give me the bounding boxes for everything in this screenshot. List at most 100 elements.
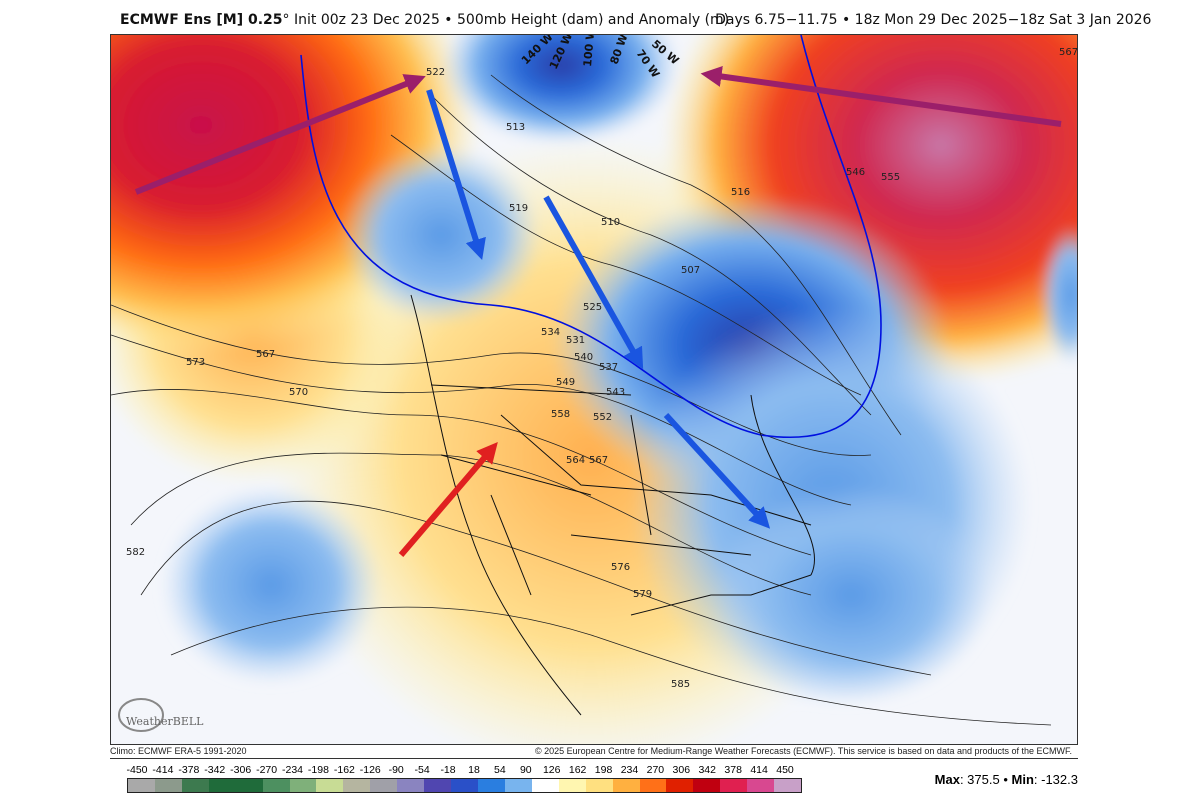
colorbar-tick-label: 198 bbox=[594, 764, 613, 776]
colorbar-tick-label: 90 bbox=[519, 764, 532, 776]
min-label: Min bbox=[1011, 772, 1034, 787]
map-title: ECMWF Ens [M] 0.25° Init 00z 23 Dec 2025… bbox=[120, 12, 1151, 28]
contour-label: 522 bbox=[426, 67, 445, 78]
colorbar-bin bbox=[774, 779, 802, 792]
contour-labels: 573 567 570 582 585 579 576 564 567 558 … bbox=[126, 47, 1078, 690]
ridge-arrow-west bbox=[134, 74, 426, 195]
trough-arrow-3 bbox=[663, 412, 771, 529]
colorbar-tick-label: 126 bbox=[542, 764, 561, 776]
contour-label: 531 bbox=[566, 335, 585, 346]
map-svg: 140 W 120 W 100 W 80 W 70 W 50 W 573 567… bbox=[111, 35, 1078, 744]
colorbar-bin bbox=[316, 779, 344, 792]
colorbar-bin bbox=[289, 779, 317, 792]
valid-period: Days 6.75−11.75 • 18z Mon 29 Dec 2025−18… bbox=[715, 12, 1152, 28]
contour-label: 573 bbox=[186, 357, 205, 368]
colorbar-tick-label: 342 bbox=[698, 764, 716, 776]
colorbar-tick-label: -234 bbox=[282, 764, 304, 776]
colorbar-bin bbox=[208, 779, 236, 792]
colorbar-bin bbox=[747, 779, 775, 792]
contour-label: 567 bbox=[1059, 47, 1078, 58]
contour-label: 567 bbox=[256, 349, 275, 360]
contour-label: 510 bbox=[601, 217, 620, 228]
colorbar-tick-label: -198 bbox=[307, 764, 329, 776]
colorbar-bin bbox=[477, 779, 505, 792]
anomaly-shading bbox=[111, 35, 1077, 744]
colorbar-tick-label: -54 bbox=[414, 764, 430, 776]
colorbar-bin bbox=[424, 779, 452, 792]
colorbar-bin bbox=[558, 779, 586, 792]
contour-label: 534 bbox=[541, 327, 560, 338]
colorbar-bin bbox=[128, 779, 155, 792]
colorbar-tick-label: -306 bbox=[230, 764, 252, 776]
climo-note: Climo: ECMWF ERA-5 1991-2020 bbox=[110, 746, 247, 756]
contour-label: 516 bbox=[731, 187, 750, 198]
colorbar-tick-label: 18 bbox=[468, 764, 480, 776]
contour-label: 525 bbox=[583, 302, 602, 313]
contour-label: 543 bbox=[606, 387, 625, 398]
coastlines-and-borders bbox=[410, 294, 816, 716]
copyright-note: © 2025 European Centre for Medium-Range … bbox=[534, 746, 1072, 756]
highlighted-contour bbox=[300, 35, 882, 439]
colorbar-tick-label: -126 bbox=[359, 764, 381, 776]
colorbar-tick-label: 234 bbox=[620, 764, 639, 776]
ridge-arrow-east bbox=[700, 66, 1062, 127]
colorbar-tick-label: -342 bbox=[204, 764, 226, 776]
contour-label: 549 bbox=[556, 377, 575, 388]
lon-label: 100 W bbox=[581, 35, 597, 67]
colorbar-tick-label: 306 bbox=[672, 764, 691, 776]
colorbar-tick-label: -162 bbox=[333, 764, 355, 776]
contour-label: 558 bbox=[551, 409, 570, 420]
colorbar-tick-label: -378 bbox=[178, 764, 200, 776]
model-name: ECMWF Ens [M] 0.25 bbox=[120, 12, 283, 28]
min-value: -132.3 bbox=[1041, 772, 1078, 787]
colorbar-labels: -450 -414 -378 -342 -306 -270 -234 -198 -162 -126… bbox=[110, 764, 820, 776]
colorbar-bin bbox=[451, 779, 478, 792]
colorbar-bin bbox=[504, 779, 532, 792]
contour-label: 537 bbox=[599, 362, 618, 373]
contour-label: 540 bbox=[574, 352, 593, 363]
colorbar-bin bbox=[585, 779, 613, 792]
colorbar-tick-label: 450 bbox=[776, 764, 794, 776]
colorbar-bin bbox=[693, 779, 721, 792]
max-value: 375.5 bbox=[967, 772, 1000, 787]
western-ridge-arrow bbox=[398, 442, 498, 557]
contour-label: 582 bbox=[126, 547, 145, 558]
contour-label: 585 bbox=[671, 679, 690, 690]
contour-label: 513 bbox=[506, 122, 525, 133]
colorbar-tick-label: -414 bbox=[152, 764, 174, 776]
colorbar bbox=[127, 778, 802, 793]
colorbar-bin bbox=[531, 779, 559, 792]
contour-label: 570 bbox=[289, 387, 308, 398]
anomaly-map: 140 W 120 W 100 W 80 W 70 W 50 W 573 567… bbox=[110, 34, 1078, 745]
annotation-arrows bbox=[134, 66, 1062, 557]
colorbar-bin bbox=[612, 779, 640, 792]
contour-label: 555 bbox=[881, 172, 900, 183]
colorbar-tick-label: 54 bbox=[494, 764, 506, 776]
colorbar-tick-label: -270 bbox=[256, 764, 278, 776]
max-min-stats: Max: 375.5 • Min: -132.3 bbox=[934, 772, 1078, 787]
colorbar-bin bbox=[262, 779, 290, 792]
colorbar-bin bbox=[154, 779, 182, 792]
contour-label: 564 bbox=[566, 455, 585, 466]
colorbar-bin bbox=[397, 779, 425, 792]
weatherbell-logo: WeatherBELL bbox=[118, 698, 204, 732]
colorbar-tick-label: 270 bbox=[646, 764, 665, 776]
trough-arrow-2 bbox=[543, 195, 644, 370]
init-and-field: Init 00z 23 Dec 2025 • 500mb Height (dam… bbox=[289, 12, 730, 28]
colorbar-tick-label: -18 bbox=[440, 764, 456, 776]
logo-text: WeatherBELL bbox=[126, 715, 204, 728]
divider bbox=[110, 758, 1078, 759]
colorbar-tick-label: 414 bbox=[750, 764, 768, 776]
colorbar-bin bbox=[181, 779, 209, 792]
contour-label: 552 bbox=[593, 412, 612, 423]
colorbar-bin bbox=[235, 779, 263, 792]
colorbar-tick-label: -450 bbox=[126, 764, 148, 776]
contour-label: 519 bbox=[509, 203, 528, 214]
colorbar-bin bbox=[343, 779, 371, 792]
contour-label: 507 bbox=[681, 265, 700, 276]
colorbar-bin bbox=[370, 779, 398, 792]
trough-arrow-1 bbox=[426, 89, 486, 261]
contour-label: 567 bbox=[589, 455, 608, 466]
degree-sign: ° bbox=[282, 12, 290, 28]
colorbar-tick-label: 378 bbox=[724, 764, 742, 776]
